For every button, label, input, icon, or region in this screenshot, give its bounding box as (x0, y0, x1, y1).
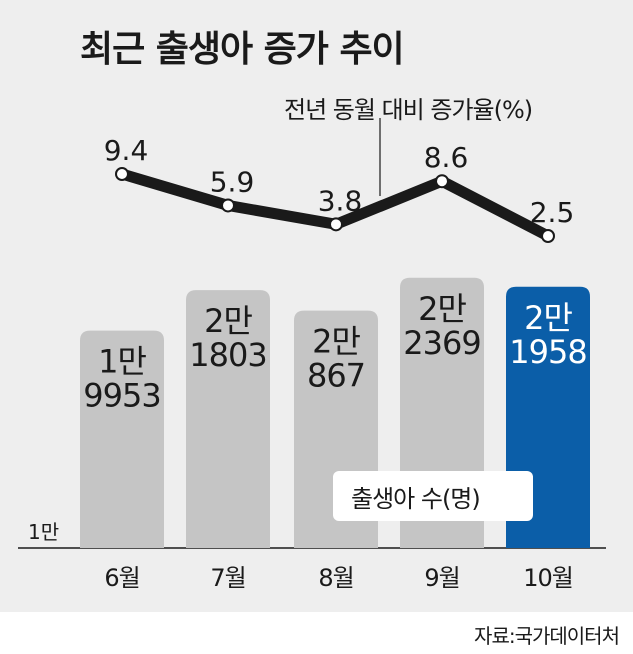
x-tick-label: 7월 (210, 564, 245, 592)
bar-value-label: 867 (307, 357, 365, 395)
source-note: 자료:국가데이터처 (474, 624, 620, 648)
growth-rate-point (221, 198, 235, 213)
bar-7월 (186, 290, 270, 548)
bar-value-label: 2만 (312, 323, 360, 361)
bar-value-label: 2만 (524, 299, 572, 337)
bar-value-label: 2만 (204, 302, 252, 340)
bar-6월 (80, 330, 164, 548)
growth-rate-value-label: 2.5 (530, 196, 575, 229)
bar-value-label: 2만 (418, 290, 466, 328)
growth-rate-value-label: 8.6 (424, 141, 469, 174)
births-series-label: 출생아 수(명) (333, 471, 533, 521)
x-tick-label: 10월 (523, 564, 573, 592)
bar-value-label: 9953 (83, 377, 160, 415)
bar-value-label: 1803 (189, 336, 266, 374)
bar-value-label: 2369 (403, 324, 480, 362)
y-axis-tick-label: 1만 (28, 520, 60, 544)
growth-rate-point (541, 229, 555, 243)
growth-rate-series-label: 전년 동월 대비 증가율(%) (284, 96, 533, 124)
chart-title: 최근 출생아 증가 추이 (80, 29, 405, 70)
chart-canvas: 1만99536월2만18037월2만8678월2만23699월2만195810월… (18, 118, 606, 592)
growth-rate-point (115, 167, 129, 181)
births-series-label-text: 출생아 수(명) (351, 485, 481, 513)
growth-rate-value-label: 3.8 (318, 184, 363, 217)
growth-rate-value-label: 5.9 (210, 165, 255, 198)
x-tick-label: 6월 (104, 564, 139, 592)
bar-value-label: 1958 (509, 333, 586, 371)
growth-rate-point (329, 217, 343, 232)
growth-rate-point (435, 174, 449, 189)
x-tick-label: 8월 (318, 564, 353, 592)
bar-value-label: 1만 (98, 343, 146, 381)
growth-rate-value-label: 9.4 (104, 134, 149, 167)
x-tick-label: 9월 (424, 564, 459, 592)
